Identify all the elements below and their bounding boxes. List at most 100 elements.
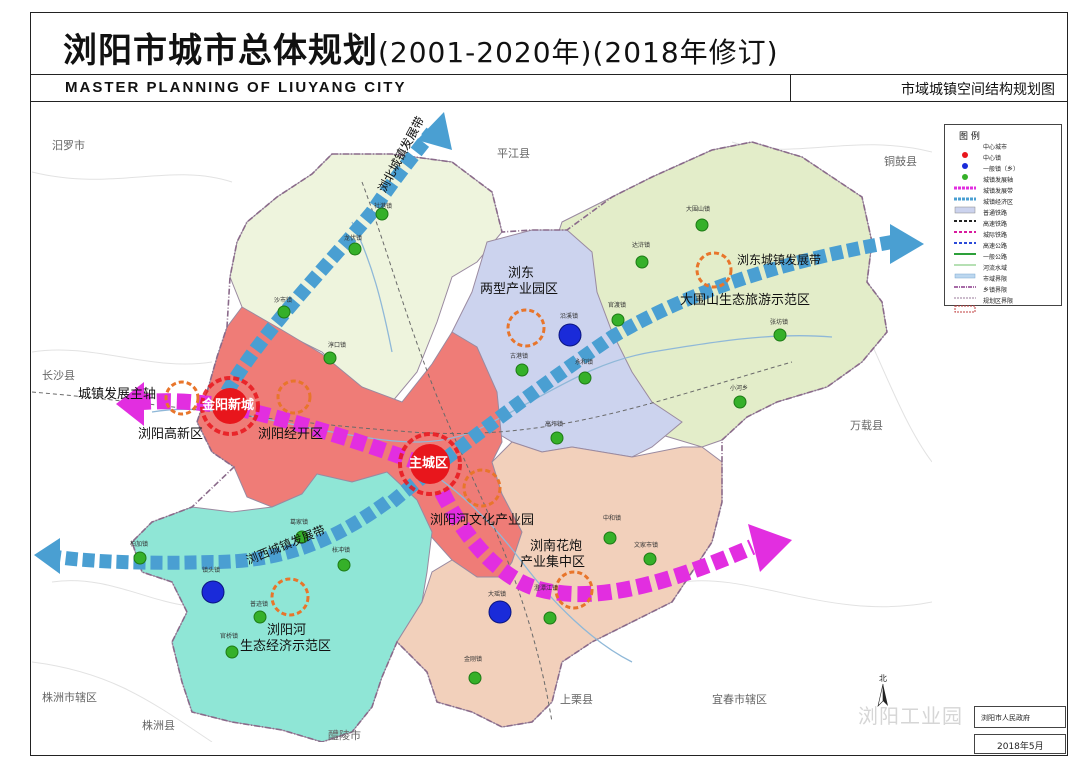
town-label: 沿溪镇 — [560, 313, 579, 320]
zone-huapao-label-2: 产业集中区 — [520, 555, 586, 570]
township-boundary-icon — [953, 287, 977, 299]
date-text: 2018年5月 — [997, 742, 1044, 752]
ring-wenhua — [462, 468, 502, 508]
general-town-dot — [635, 255, 649, 269]
general-town-dot — [348, 242, 362, 256]
axis-icon — [953, 177, 977, 190]
ring-liudong — [506, 308, 546, 348]
county-shangli: 上栗县 — [560, 693, 593, 706]
town-label: 永和镇 — [575, 359, 594, 366]
map-canvas[interactable]: 汨罗市 平江县 铜鼓县 长沙县 万载县 株洲市辖区 株洲县 醴陵市 上栗县 宜春… — [32, 102, 932, 742]
legend-item-expressway: 高速公路 — [949, 242, 1059, 255]
main-city-dot — [410, 444, 450, 484]
center-town-dayao — [488, 600, 512, 624]
center-city-icon — [953, 144, 977, 158]
general-town-dot — [543, 611, 557, 625]
legend-item-planning-boundary: 规划区界限 — [949, 297, 1059, 313]
legend-item-road: 一般公路 — [949, 253, 1059, 266]
legend-item-city-boundary: 市域界限 — [949, 275, 1059, 288]
general-town-dot — [578, 371, 592, 385]
title-main-text: 浏阳市城市总体规划 — [63, 31, 378, 71]
town-label: 官渡镇 — [608, 302, 627, 309]
county-zhuzhou-urban: 株洲市辖区 — [42, 691, 97, 704]
town-label: 柏加镇 — [130, 541, 149, 548]
general-town-dot — [375, 207, 389, 221]
zone-huapao-label-1: 浏南花炮 — [530, 539, 583, 554]
town-label: 张坊镇 — [770, 319, 789, 326]
east-belt-label: 浏东城镇发展带 — [737, 253, 822, 267]
title-tab — [31, 75, 791, 101]
jinyang-city-dot — [212, 388, 248, 424]
general-town-dot — [295, 530, 309, 544]
main-axis — [116, 382, 792, 603]
general-town-dot — [277, 305, 291, 319]
main-city-ring — [398, 432, 462, 496]
town-label: 沙市镇 — [274, 297, 293, 304]
legend-item-hsr: 高速铁路 — [949, 220, 1059, 233]
road-icon — [953, 254, 977, 266]
county-changsha: 长沙县 — [42, 369, 75, 382]
north-arrow-icon: 北 — [868, 672, 898, 712]
legend-item-water: 河流水域 — [949, 264, 1059, 279]
planning-boundary-icon — [953, 298, 977, 313]
general-town-dot — [695, 218, 709, 232]
zone-liudong-label-1: 浏东 — [508, 266, 535, 281]
econ-zone-icon — [953, 199, 977, 214]
center-town-icon — [953, 155, 977, 169]
town-label: 枨冲镇 — [332, 547, 351, 554]
city-boundary — [131, 141, 888, 742]
general-town-dot — [133, 551, 147, 565]
zone-liudong-label-2: 两型产业园区 — [480, 282, 559, 297]
signature-box: 浏阳市人民政府 — [974, 706, 1066, 728]
town-label: 古港镇 — [510, 353, 529, 360]
town-label: 澄潭江镇 — [534, 585, 559, 592]
town-label: 镇头镇 — [202, 567, 221, 574]
east-belt-arrowhead — [890, 224, 924, 264]
center-town-yanxi — [558, 323, 582, 347]
date-box: 2018年5月 — [974, 734, 1066, 754]
town-label: 葛家镇 — [290, 519, 309, 526]
legend-item-intercity: 城际铁路 — [949, 231, 1059, 244]
town-label: 普迹镇 — [250, 601, 269, 608]
zone-shengtai-label-1: 浏阳河 — [267, 623, 307, 638]
belt-icon — [953, 188, 977, 201]
jinyang-city-label: 金阳新城 — [202, 398, 255, 413]
map-svg — [32, 112, 932, 742]
west-belt — [56, 496, 392, 570]
hsr-icon — [953, 221, 977, 233]
general-town-dot — [603, 531, 617, 545]
town-label: 官桥镇 — [220, 633, 239, 640]
town-label: 中和镇 — [603, 515, 622, 522]
north-belt-arrowhead — [417, 112, 452, 150]
county-zhuzhou: 株洲县 — [142, 719, 175, 732]
general-town-dot — [773, 328, 787, 342]
town-label: 大围山镇 — [686, 206, 711, 213]
watermark: 浏阳工业园 — [858, 704, 963, 728]
main-axis-south — [434, 488, 756, 603]
main-axis-south-arrowhead — [748, 524, 792, 572]
ring-dawei — [695, 251, 733, 289]
legend-item-general-town: 一般镇（乡） — [949, 165, 1059, 180]
town-label: 淳口镇 — [328, 342, 347, 349]
town-label: 小河乡 — [730, 385, 749, 392]
ring-jingkai — [276, 379, 312, 415]
ring-gaoxin — [164, 380, 200, 416]
map-subtitle: 市域城镇空间结构规划图 — [901, 82, 1055, 98]
signature-text: 浏阳市人民政府 — [981, 714, 1030, 722]
town-label: 达浒镇 — [632, 242, 651, 249]
west-belt-arrowhead — [34, 538, 60, 574]
county-pingjiang: 平江县 — [497, 147, 530, 160]
town-label: 龙伏镇 — [344, 235, 363, 242]
zone-rings — [164, 251, 733, 617]
jinyang-city-ring — [200, 376, 260, 436]
main-axis-west-arrowhead — [116, 382, 144, 426]
town-label: 高坪镇 — [545, 421, 564, 428]
county-yichun: 宜春市辖区 — [712, 693, 767, 706]
legend-item-township-boundary: 乡镇界限 — [949, 286, 1059, 299]
county-tonggu: 铜鼓县 — [884, 155, 917, 168]
zone-wenhua-label: 浏阳河文化产业园 — [430, 513, 535, 528]
main-city-label: 主城区 — [409, 456, 449, 471]
legend-item-center-town: 中心镇 — [949, 154, 1059, 169]
legend-item-railway: 普通铁路 — [949, 209, 1059, 222]
map-legend: 图 例 中心城市 中心镇 一般镇（乡） 城镇发展轴 城镇发展带 城镇经济区 普通… — [944, 124, 1062, 313]
